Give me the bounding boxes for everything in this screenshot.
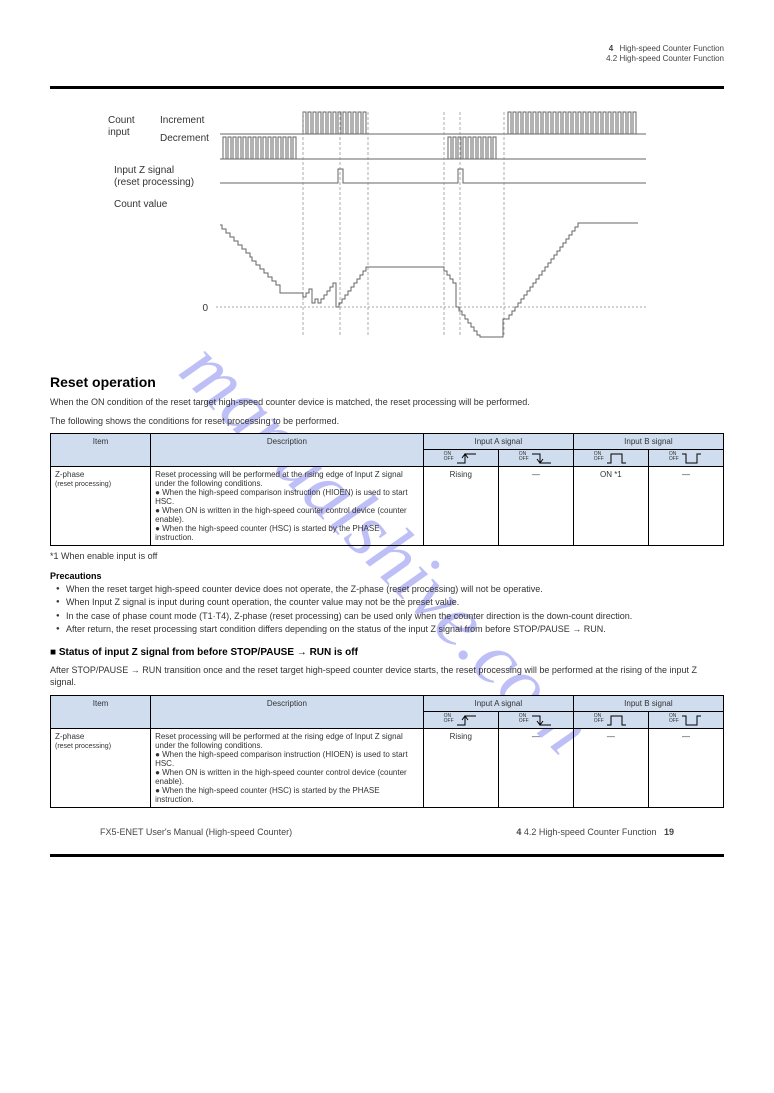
page-header: 4 High-speed Counter Function 4.2 High-s… [50, 44, 724, 74]
timing-diagram: Countinput Increment Decrement Input Z sign… [108, 107, 724, 352]
th-a-rise: ONOFF [423, 711, 498, 728]
precautions-label: Precautions [50, 571, 724, 581]
table1-footnote: *1 When enable input is off [50, 550, 724, 563]
row-desc: Reset processing will be performed at th… [151, 467, 424, 546]
row-desc: Reset processing will be performed at th… [151, 728, 424, 807]
th-b-off: ONOFF [648, 711, 723, 728]
footer-left: FX5-ENET User's Manual (High-speed Count… [100, 827, 292, 837]
th-desc: Description [151, 695, 424, 728]
header-rule [50, 86, 724, 89]
svg-text:(reset processing): (reset processing) [114, 177, 194, 188]
reset-intro-1: When the ON condition of the reset targe… [50, 396, 724, 409]
precaution-item: After return, the reset processing start… [56, 623, 724, 637]
header-breadcrumb: 4 High-speed Counter Function 4.2 High-s… [606, 44, 724, 65]
chapter-title: High-speed Counter Function [619, 44, 724, 53]
th-input-b: Input B signal [573, 434, 723, 450]
th-a-rise: ONOFF [423, 450, 498, 467]
footer-rule [50, 854, 724, 857]
th-a-fall: ONOFF [498, 450, 573, 467]
th-item: Item [51, 695, 151, 728]
row-item: Z-phase(reset processing) [51, 728, 151, 807]
reset-condition-table-1: Item Description Input A signal Input B … [50, 433, 724, 546]
row-signal: — [498, 728, 573, 807]
row-signal: — [498, 467, 573, 546]
precaution-item: In the case of phase count mode (T1·T4),… [56, 610, 724, 624]
precautions-list: When the reset target high-speed counter… [56, 583, 724, 637]
row-signal: — [648, 728, 723, 807]
row-signal: ON *1 [573, 467, 648, 546]
section-title: High-speed Counter Function [619, 54, 724, 63]
precaution-item: When the reset target high-speed counter… [56, 583, 724, 597]
status-before-text: After STOP/PAUSE → RUN transition once a… [50, 664, 724, 689]
svg-text:Decrement: Decrement [160, 133, 209, 144]
page-footer: FX5-ENET User's Manual (High-speed Count… [100, 827, 674, 837]
svg-text:Count value: Count value [114, 199, 168, 210]
chapter-number: 4 [609, 44, 613, 54]
row-signal: Rising [423, 728, 498, 807]
timing-diagram-svg: Countinput Increment Decrement Input Z sign… [108, 107, 648, 347]
row-signal: Rising [423, 467, 498, 546]
svg-text:Input Z signal: Input Z signal [114, 165, 174, 176]
svg-text:Count: Count [108, 115, 135, 126]
th-a-fall: ONOFF [498, 711, 573, 728]
row-signal: — [573, 728, 648, 807]
precaution-item: When Input Z signal is input during coun… [56, 596, 724, 610]
footer-right: 4 4.2 High-speed Counter Function 19 [516, 827, 674, 837]
svg-text:Increment: Increment [160, 115, 205, 126]
th-item: Item [51, 434, 151, 467]
th-b-on: ONOFF [573, 711, 648, 728]
reset-heading: Reset operation [50, 374, 724, 390]
reset-intro-2: The following shows the conditions for r… [50, 415, 724, 428]
svg-text:0: 0 [202, 303, 208, 314]
svg-text:input: input [108, 127, 130, 138]
th-input-b: Input B signal [573, 695, 723, 711]
reset-condition-table-2: Item Description Input A signal Input B … [50, 695, 724, 808]
row-signal: — [648, 467, 723, 546]
th-desc: Description [151, 434, 424, 467]
th-b-on: ONOFF [573, 450, 648, 467]
th-input-a: Input A signal [423, 695, 573, 711]
section-number: 4.2 [606, 54, 617, 63]
row-item: Z-phase(reset processing) [51, 467, 151, 546]
status-before-heading: ■ Status of input Z signal from before S… [50, 647, 724, 658]
th-b-off: ONOFF [648, 450, 723, 467]
th-input-a: Input A signal [423, 434, 573, 450]
